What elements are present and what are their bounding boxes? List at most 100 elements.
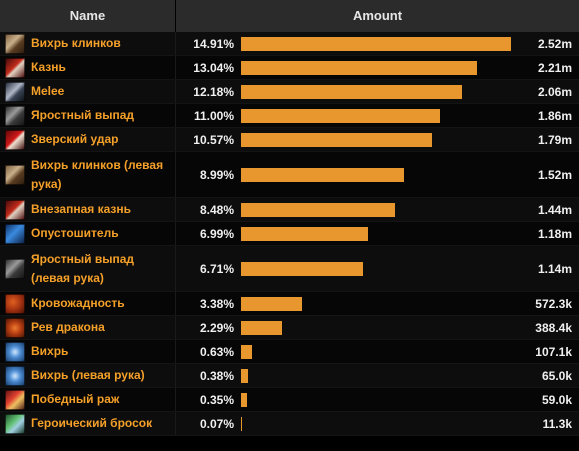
amount-cell: 6.71% 1.14m <box>176 246 579 291</box>
amount-bar <box>241 416 242 431</box>
amount-bar-track <box>241 296 511 311</box>
blade-flurry-icon <box>5 33 25 54</box>
table-row[interactable]: Яростный выпад 11.00% 1.86m <box>0 104 579 128</box>
whirlwind-icon <box>5 365 25 386</box>
amount-bar <box>241 167 404 182</box>
amount-value: 1.44m <box>537 202 572 217</box>
percent-value: 11.00% <box>193 108 234 123</box>
amount-cell: 14.91% 2.52m <box>176 32 579 55</box>
ability-name[interactable]: Яростный выпад <box>31 108 135 122</box>
table-row[interactable]: Зверский удар 10.57% 1.79m <box>0 128 579 152</box>
amount-value: 59.0k <box>541 392 572 407</box>
amount-bar-track <box>241 344 511 359</box>
amount-bar-track <box>241 261 511 276</box>
ability-name[interactable]: Героический бросок <box>31 416 153 430</box>
name-cell: Зверский удар <box>0 128 176 151</box>
table-row[interactable]: Опустошитель 6.99% 1.18m <box>0 222 579 246</box>
amount-bar <box>241 60 477 75</box>
ability-name[interactable]: Кровожадность <box>31 296 125 310</box>
name-cell: Внезапная казнь <box>0 198 176 221</box>
amount-value: 2.52m <box>537 36 572 51</box>
table-row[interactable]: Казнь 13.04% 2.21m <box>0 56 579 80</box>
whirlwind-icon <box>5 341 25 362</box>
table-row[interactable]: Победный раж 0.35% 59.0k <box>0 388 579 412</box>
amount-cell: 12.18% 2.06m <box>176 80 579 103</box>
amount-bar <box>241 202 395 217</box>
ravager-icon <box>5 223 25 244</box>
bloodthirst-strike-icon <box>5 129 25 150</box>
percent-value: 0.35% <box>199 392 234 407</box>
ability-name[interactable]: Опустошитель <box>31 226 119 240</box>
percent-value: 10.57% <box>193 132 234 147</box>
amount-bar <box>241 226 368 241</box>
raging-blow-icon <box>5 105 25 126</box>
ability-name[interactable]: Яростный выпад (левая рука) <box>31 251 135 285</box>
ability-name[interactable]: Внезапная казнь <box>31 202 131 216</box>
amount-value: 1.52m <box>537 167 572 182</box>
percent-value: 6.71% <box>199 261 234 276</box>
amount-value: 11.3k <box>542 416 572 431</box>
amount-bar-track <box>241 368 511 383</box>
amount-bar <box>241 36 511 51</box>
table-row[interactable]: Кровожадность 3.38% 572.3k <box>0 292 579 316</box>
table-row[interactable]: Рев дракона 2.29% 388.4k <box>0 316 579 340</box>
percent-value: 0.38% <box>199 368 234 383</box>
column-header-name[interactable]: Name <box>0 0 176 32</box>
name-cell: Melee <box>0 80 176 103</box>
amount-value: 65.0k <box>541 368 572 383</box>
percent-value: 8.48% <box>199 202 234 217</box>
table-row[interactable]: Вихрь клинков (левая рука) 8.99% 1.52m <box>0 152 579 198</box>
table-row[interactable]: Вихрь (левая рука) 0.38% 65.0k <box>0 364 579 388</box>
amount-cell: 11.00% 1.86m <box>176 104 579 127</box>
amount-cell: 0.63% 107.1k <box>176 340 579 363</box>
amount-cell: 3.38% 572.3k <box>176 292 579 315</box>
amount-value: 1.14m <box>537 261 572 276</box>
name-cell: Вихрь клинков <box>0 32 176 55</box>
amount-bar <box>241 261 363 276</box>
name-cell: Вихрь (левая рука) <box>0 364 176 387</box>
table-row[interactable]: Яростный выпад (левая рука) 6.71% 1.14m <box>0 246 579 292</box>
amount-cell: 6.99% 1.18m <box>176 222 579 245</box>
amount-bar <box>241 84 462 99</box>
column-header-amount[interactable]: Amount <box>176 0 579 32</box>
ability-name[interactable]: Победный раж <box>31 392 120 406</box>
name-cell: Рев дракона <box>0 316 176 339</box>
amount-bar-track <box>241 167 511 182</box>
raging-blow-icon <box>5 258 25 279</box>
table-body: Вихрь клинков 14.91% 2.52m Казнь 13.04% 2.21m… <box>0 32 579 436</box>
amount-value: 572.3k <box>535 296 572 311</box>
ability-name[interactable]: Вихрь клинков (левая рука) <box>31 157 164 191</box>
ability-name[interactable]: Казнь <box>31 60 66 74</box>
table-row[interactable]: Вихрь 0.63% 107.1k <box>0 340 579 364</box>
ability-name[interactable]: Зверский удар <box>31 132 119 146</box>
ability-name[interactable]: Вихрь <box>31 344 69 358</box>
name-cell: Вихрь клинков (левая рука) <box>0 152 176 197</box>
execute-icon <box>5 199 25 220</box>
amount-cell: 2.29% 388.4k <box>176 316 579 339</box>
dragon-roar-icon <box>5 317 25 338</box>
table-row[interactable]: Melee 12.18% 2.06m <box>0 80 579 104</box>
amount-value: 1.18m <box>537 226 572 241</box>
table-row[interactable]: Внезапная казнь 8.48% 1.44m <box>0 198 579 222</box>
amount-value: 388.4k <box>535 320 572 335</box>
percent-value: 12.18% <box>193 84 234 99</box>
amount-bar-track <box>241 320 511 335</box>
table-row[interactable]: Героический бросок 0.07% 11.3k <box>0 412 579 436</box>
amount-bar <box>241 392 247 407</box>
amount-bar-track <box>241 36 511 51</box>
victory-rush-icon <box>5 389 25 410</box>
ability-name[interactable]: Melee <box>31 84 65 98</box>
amount-cell: 0.38% 65.0k <box>176 364 579 387</box>
amount-bar-track <box>241 132 511 147</box>
table-row[interactable]: Вихрь клинков 14.91% 2.52m <box>0 32 579 56</box>
amount-bar-track <box>241 416 511 431</box>
amount-bar <box>241 132 432 147</box>
ability-name[interactable]: Вихрь (левая рука) <box>31 368 145 382</box>
name-cell: Опустошитель <box>0 222 176 245</box>
amount-bar <box>241 108 440 123</box>
name-cell: Яростный выпад (левая рука) <box>0 246 176 291</box>
ability-name[interactable]: Вихрь клинков <box>31 36 121 50</box>
percent-value: 14.91% <box>193 36 234 51</box>
ability-name[interactable]: Рев дракона <box>31 320 105 334</box>
